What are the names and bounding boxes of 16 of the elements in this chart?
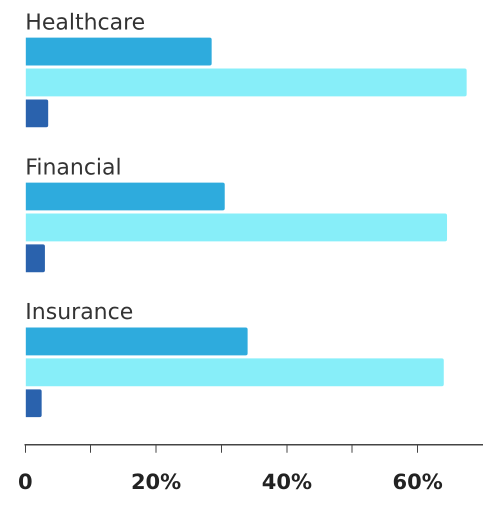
bar xyxy=(26,358,444,386)
x-tick-label: 20% xyxy=(130,470,182,494)
bar xyxy=(26,99,48,128)
x-tick-label: 0 xyxy=(18,470,33,494)
bar xyxy=(26,182,225,210)
bar xyxy=(26,213,448,242)
y-tick-label: Healthcare xyxy=(25,10,146,36)
y-tick-label: Financial xyxy=(25,155,122,180)
bar xyxy=(26,244,45,272)
bar xyxy=(26,389,42,418)
x-tick-label: 60% xyxy=(392,470,443,494)
bar xyxy=(26,38,212,66)
bar xyxy=(26,328,248,356)
y-tick-label: Insurance xyxy=(25,300,134,326)
x-tick-label: 40% xyxy=(262,470,312,494)
bar xyxy=(26,68,467,96)
